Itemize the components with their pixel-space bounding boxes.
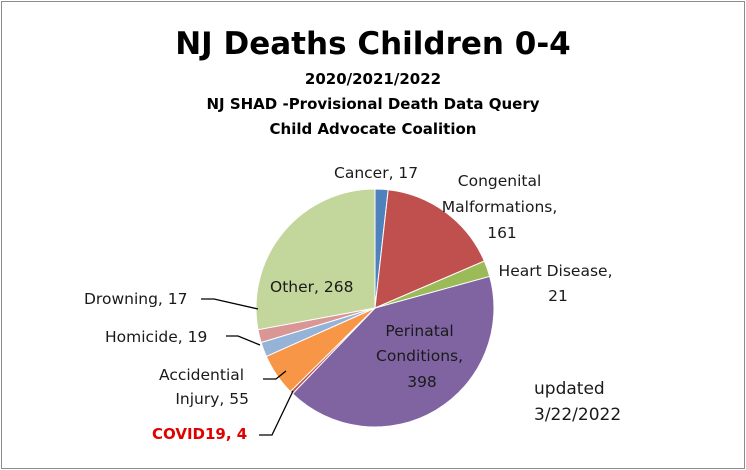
slice-other xyxy=(255,188,376,331)
label-accidential-injury: Accidential Injury, 55 xyxy=(159,366,249,408)
leader-covid xyxy=(259,390,294,436)
label-other: Other, 268 xyxy=(270,278,353,296)
chart-title: NJ Deaths Children 0-4 xyxy=(175,26,571,62)
chart-subtitle-2: NJ SHAD -Provisional Death Data Query xyxy=(206,95,539,113)
leader-drowning xyxy=(201,298,259,310)
leader-homicide xyxy=(226,335,261,346)
updated-note: updated 3/22/2022 xyxy=(534,379,621,425)
label-covid19: COVID19, 4 xyxy=(152,425,247,443)
slice-perinatal-conditions xyxy=(291,275,495,428)
label-heart-disease: Heart Disease, 21 xyxy=(499,262,618,305)
chart-subtitle-3: Child Advocate Coalition xyxy=(270,120,477,138)
pie-slices xyxy=(255,188,495,428)
label-cancer: Cancer, 17 xyxy=(334,164,418,182)
leader-accidential xyxy=(263,370,287,380)
label-homicide: Homicide, 19 xyxy=(105,328,207,346)
label-drowning: Drowning, 17 xyxy=(84,290,188,308)
chart-subtitle-1: 2020/2021/2022 xyxy=(305,70,441,88)
label-perinatal: Perinatal Conditions, 398 xyxy=(376,322,468,391)
label-congenital: Congenital Malformations, 161 xyxy=(442,172,562,242)
slice-congenital-malformations xyxy=(374,189,485,309)
